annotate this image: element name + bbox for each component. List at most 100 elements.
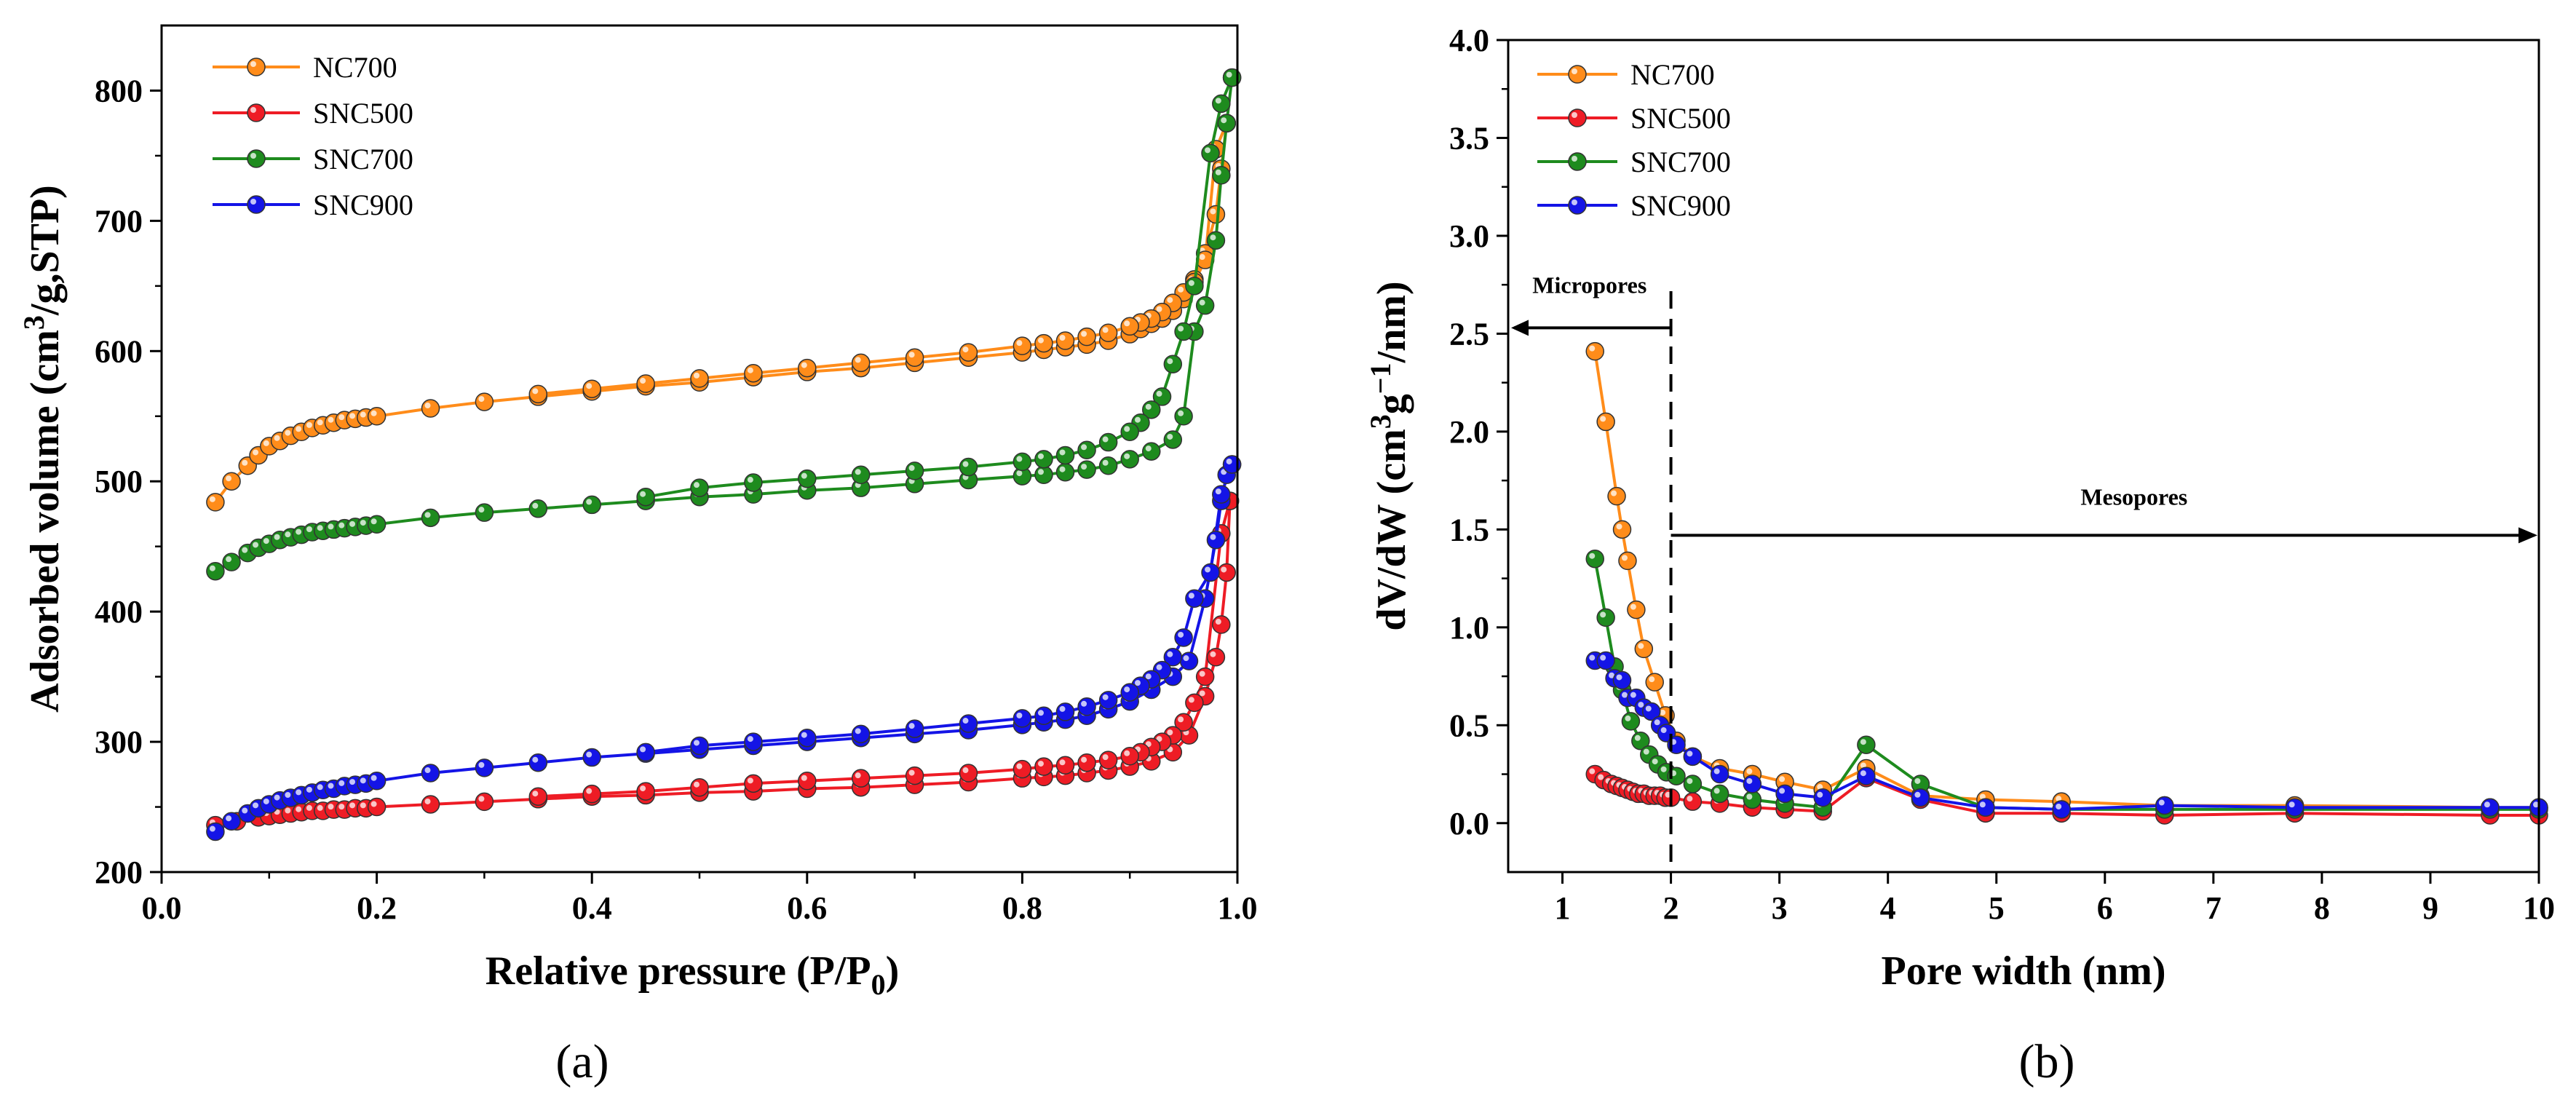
data-point-SNC500-shine xyxy=(640,785,646,792)
data-point-SNC900-shine xyxy=(209,825,215,832)
data-point-SNC700-shine xyxy=(1124,453,1130,459)
data-point-SNC900 xyxy=(1813,788,1833,807)
legend-label: NC700 xyxy=(313,51,397,84)
data-point-SNC700-shine xyxy=(1124,426,1130,432)
data-point-NC700 xyxy=(206,493,225,512)
data-point-NC700-shine xyxy=(296,426,302,432)
data-point-SNC700-shine xyxy=(1134,416,1141,423)
chart-a: 0.0 0.2 0.4 0.6 0.8 1.0 200 300 400 500 600 700 800 R… xyxy=(17,24,1258,1088)
data-point-SNC900 xyxy=(1710,764,1729,784)
data-point-SNC900-shine xyxy=(1037,710,1044,716)
data-point-SNC700 xyxy=(1212,166,1231,185)
data-point-SNC500 xyxy=(528,787,548,806)
legend-label: SNC900 xyxy=(1630,189,1731,222)
legend-marker-SNC900-shine xyxy=(1572,199,1577,205)
data-point-SNC900 xyxy=(1743,775,1762,793)
data-point-NC700-shine xyxy=(1660,709,1666,716)
data-point-SNC900 xyxy=(636,742,655,762)
data-point-SNC500-shine xyxy=(1081,756,1087,763)
data-point-SNC900 xyxy=(528,753,548,772)
data-point-SNC500-shine xyxy=(317,804,323,811)
data-point-SNC900-shine xyxy=(1817,791,1823,798)
data-point-SNC700-shine xyxy=(1860,739,1866,745)
data-point-SNC700 xyxy=(1077,460,1096,479)
data-point-NC700-shine xyxy=(962,346,969,353)
legend-label: SNC500 xyxy=(1630,102,1731,135)
data-point-SNC700-shine xyxy=(285,531,291,538)
x-tick-label: 0.6 xyxy=(787,890,827,926)
data-point-SNC500-shine xyxy=(296,806,302,812)
data-point-SNC500-shine xyxy=(801,775,807,781)
data-point-SNC900-shine xyxy=(1226,458,1232,464)
data-point-SNC700-shine xyxy=(1199,299,1205,306)
data-point-NC700 xyxy=(528,384,548,404)
data-point-SNC700 xyxy=(1012,452,1032,472)
data-point-SNC900 xyxy=(421,764,440,783)
data-point-SNC500 xyxy=(851,769,871,788)
data-point-NC700-shine xyxy=(532,388,539,395)
data-point-SNC900-shine xyxy=(424,767,431,774)
legend-label: SNC500 xyxy=(313,97,413,130)
data-point-SNC500-shine xyxy=(694,781,700,788)
data-point-NC700-shine xyxy=(1016,340,1023,346)
data-point-NC700 xyxy=(582,379,601,398)
data-point-SNC700 xyxy=(1098,456,1118,475)
data-point-NC700-shine xyxy=(242,459,248,466)
data-point-NC700-shine xyxy=(1102,327,1109,333)
data-point-SNC700-shine xyxy=(1687,777,1693,784)
data-point-SNC700-shine xyxy=(1016,456,1023,462)
data-point-SNC700-shine xyxy=(1178,410,1184,416)
data-point-SNC700 xyxy=(1120,422,1139,441)
x-tick-label: 0.2 xyxy=(357,890,397,926)
data-point-SNC900 xyxy=(475,759,494,777)
data-point-SNC700-shine xyxy=(1215,98,1221,104)
data-point-SNC900 xyxy=(959,714,978,733)
y-tick-label: 3.0 xyxy=(1449,218,1489,254)
data-point-SNC700 xyxy=(636,487,655,507)
x-tick-label: 0.4 xyxy=(572,890,612,926)
x-tick-label: 0.8 xyxy=(1002,890,1042,926)
data-point-NC700 xyxy=(1034,333,1053,353)
data-point-SNC900-shine xyxy=(2484,801,2490,808)
legend: NC700 SNC500 SNC700 SNC900 xyxy=(213,51,413,221)
data-point-SNC500 xyxy=(421,795,440,814)
data-point-SNC900 xyxy=(1174,628,1193,647)
data-point-SNC700-shine xyxy=(1016,470,1023,477)
data-point-SNC700-shine xyxy=(1156,390,1162,397)
data-point-NC700 xyxy=(1618,551,1637,571)
data-point-SNC700 xyxy=(582,495,601,515)
y-tick-label: 2.0 xyxy=(1449,414,1489,450)
y-tick-label: 0.0 xyxy=(1449,806,1489,841)
data-point-SNC700 xyxy=(744,473,763,492)
data-point-SNC900 xyxy=(851,724,871,744)
data-point-SNC700 xyxy=(475,503,494,522)
data-point-SNC900-shine xyxy=(1145,673,1152,680)
x-tick-label: 7 xyxy=(2206,890,2222,926)
panel-label-b: (b) xyxy=(2019,1035,2075,1088)
data-point-SNC900-shine xyxy=(1713,768,1720,775)
data-point-SNC900-shine xyxy=(2288,801,2295,808)
data-point-SNC700-shine xyxy=(1634,734,1641,741)
x-tick-label: 2 xyxy=(1663,890,1679,926)
data-point-SNC900-shine xyxy=(1779,788,1786,794)
data-point-SNC700 xyxy=(367,515,387,534)
data-point-SNC700 xyxy=(1857,735,1876,754)
data-point-NC700-shine xyxy=(209,496,215,502)
x-axis-title: Relative pressure (P/P0) xyxy=(486,948,899,1001)
data-point-NC700 xyxy=(1634,639,1654,659)
data-point-SNC700-shine xyxy=(317,525,323,531)
data-point-SNC700-shine xyxy=(209,565,215,571)
data-point-SNC500-shine xyxy=(349,802,356,809)
data-point-SNC700 xyxy=(1621,712,1641,731)
data-point-SNC500-shine xyxy=(586,788,593,794)
data-point-NC700 xyxy=(1585,341,1604,361)
legend-marker-SNC900 xyxy=(247,195,266,214)
data-point-SNC700-shine xyxy=(747,477,753,483)
legend-marker-NC700 xyxy=(247,58,266,76)
data-point-NC700-shine xyxy=(694,372,700,379)
data-point-SNC500 xyxy=(744,774,763,793)
data-point-SNC900 xyxy=(206,822,225,841)
y-axis-title-sup2: −1 xyxy=(1364,363,1397,394)
legend-marker-SNC500 xyxy=(247,103,266,122)
y-axis-title-mid: g xyxy=(1369,394,1414,414)
